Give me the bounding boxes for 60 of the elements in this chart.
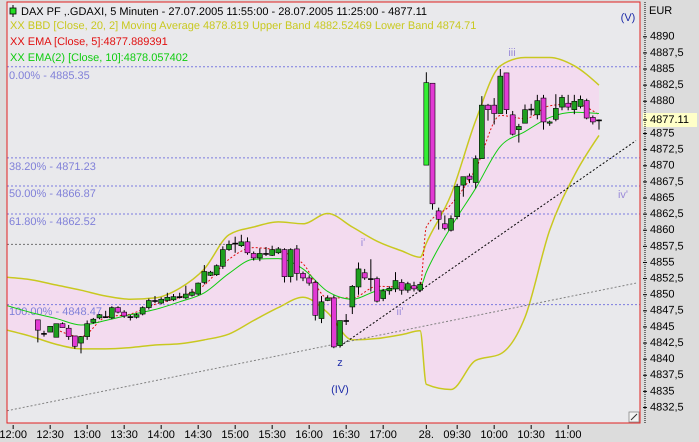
x-tick-label: 13:00	[73, 429, 101, 441]
y-tick-label: 4890	[650, 30, 674, 43]
y-tick-label: 4847,5	[650, 304, 684, 317]
annotation: iv'	[618, 188, 628, 201]
y-tick-label: 4872,5	[650, 144, 684, 156]
x-tick-label: 17:00	[369, 429, 397, 441]
x-tick-label: 28.	[418, 429, 434, 441]
annotation: 61.80% - 4862.52	[9, 216, 96, 228]
y-tick-label: 4865	[650, 192, 674, 204]
x-tick-label: 13:30	[110, 429, 138, 441]
chart-title: DAX PF ,.GDAXI, 5 Minuten - 27.07.2005 11:55:00 - 28.07.2005 11:25:00 - 4877.11	[21, 6, 428, 18]
x-tick-label: 12:00	[0, 429, 27, 441]
x-tick-label: 16:00	[295, 429, 323, 441]
text: XX BBD [Close, 20, 2] Moving Average 4878.819 Upper Band 4882.52469 Lower Band 4874.71	[10, 20, 476, 32]
annotation: i'	[360, 236, 366, 249]
annotation: ii'	[396, 306, 404, 318]
y-tick-label: 4887,5	[650, 46, 684, 59]
x-tick-label: 15:00	[221, 429, 249, 441]
y-tick-label: 4882,5	[650, 79, 684, 92]
x-tick-label: 09:30	[443, 429, 471, 441]
x-tick-label: 14:00	[147, 429, 175, 441]
x-tick-label: 12:30	[36, 429, 64, 441]
annotation: iii	[508, 46, 516, 59]
y-tick-label: 4835	[650, 385, 674, 398]
text: XX EMA(2) [Close, 10]:4878.057402	[10, 52, 188, 64]
annotation: z	[337, 356, 343, 369]
annotation: (V)	[620, 12, 636, 24]
candlestick	[35, 319, 41, 343]
x-tick-label: 15:30	[258, 429, 286, 441]
y-tick-label: 4852,5	[650, 272, 684, 284]
y-axis-title: EUR	[649, 5, 672, 17]
y-tick-label: 4840	[650, 353, 674, 366]
y-tick-label: 4880	[650, 95, 674, 108]
x-tick-label: 11:00	[554, 429, 582, 441]
y-tick-label: 4862,5	[650, 208, 684, 220]
x-tick-label: 10:00	[480, 429, 508, 441]
annotation: (IV)	[331, 384, 349, 396]
y-tick-label: 4837,5	[650, 369, 684, 382]
y-tick-label: 4845	[650, 320, 674, 333]
candlestick	[436, 207, 442, 230]
y-tick-label: 4855	[650, 256, 674, 268]
y-tick-label: 4885	[650, 62, 674, 75]
text: 4877.11	[650, 114, 689, 126]
x-tick-label: 16:30	[332, 429, 360, 441]
annotation: 38.20% - 4871.23	[9, 160, 96, 173]
y-tick-label: 4860	[650, 224, 674, 236]
y-tick-label: 4857,5	[650, 240, 684, 252]
y-tick-label: 4850	[650, 288, 674, 301]
x-tick-label: 10:30	[517, 429, 545, 441]
y-tick-label: 4870	[650, 160, 674, 172]
text: XX EMA [Close, 5]:4877.889391	[10, 36, 168, 48]
y-tick-label: 4832,5	[650, 401, 684, 414]
x-tick-label: 14:30	[184, 429, 212, 441]
y-tick-label: 4875	[650, 127, 674, 140]
y-tick-label: 4867,5	[650, 176, 684, 188]
candlestick	[553, 94, 559, 122]
y-tick-label: 4842,5	[650, 336, 684, 349]
annotation: 0.00% - 4885.35	[9, 70, 90, 82]
annotation: 50.00% - 4866.87	[9, 188, 96, 200]
line-series	[7, 112, 600, 326]
